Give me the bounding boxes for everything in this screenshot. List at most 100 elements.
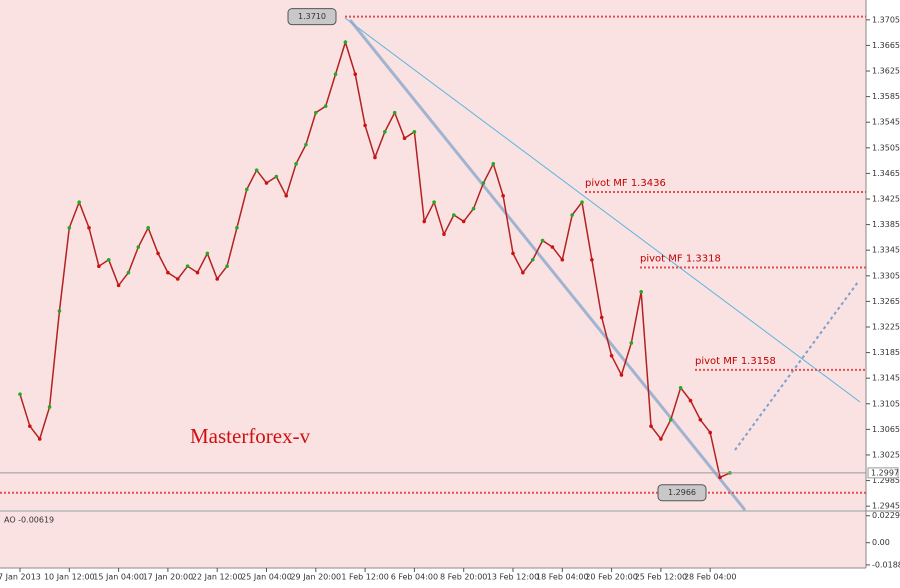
price-point xyxy=(323,104,328,109)
price-point xyxy=(294,162,298,166)
price-point xyxy=(205,251,210,256)
y-tick-label: 1.3505 xyxy=(872,143,900,152)
y-tick-label: 1.3345 xyxy=(872,246,900,255)
price-point xyxy=(156,251,160,256)
pivot-label: pivot MF 1.3158 xyxy=(695,356,776,367)
x-tick-label: 13 Feb 12:00 xyxy=(487,573,539,582)
x-tick-label: 25 Jan 04:00 xyxy=(241,573,292,582)
price-point xyxy=(314,110,318,115)
x-tick-label: 7 Jan 2013 xyxy=(0,573,41,582)
price-point xyxy=(116,283,121,288)
current-price-box xyxy=(867,467,899,479)
price-point xyxy=(471,206,476,211)
y-tick-label: 1.3465 xyxy=(872,169,900,178)
x-tick-label: 28 Feb 04:00 xyxy=(684,573,736,582)
forecast-line xyxy=(734,281,859,451)
price-point xyxy=(521,270,525,275)
price-point xyxy=(540,238,545,243)
price-point xyxy=(718,475,722,480)
price-point xyxy=(629,341,634,345)
price-box xyxy=(287,8,337,26)
price-point xyxy=(649,424,653,428)
y-tick-label: 1.3385 xyxy=(872,220,900,229)
chart-title: Masterforex-v xyxy=(190,424,311,448)
y-tick-label: 1.3065 xyxy=(872,425,900,434)
price-point xyxy=(343,40,348,45)
y-tick-label: 1.3185 xyxy=(872,348,900,357)
y-tick-label: 1.3705 xyxy=(872,15,900,24)
price-point xyxy=(570,213,574,217)
price-point xyxy=(195,270,200,275)
price-point xyxy=(146,226,150,230)
price-point xyxy=(106,257,111,262)
y-tick-label: 1.3225 xyxy=(872,322,900,331)
price-point xyxy=(264,181,269,185)
price-point xyxy=(225,264,229,268)
price-point xyxy=(560,257,565,262)
price-point xyxy=(87,226,91,230)
price-point xyxy=(215,277,219,281)
y-tick-label: 1.3545 xyxy=(872,118,900,127)
indicator-tick-label: -0.01889 xyxy=(872,560,900,569)
price-point xyxy=(678,385,683,390)
price-point xyxy=(333,72,338,77)
plot-area xyxy=(0,0,866,510)
x-tick-label: 10 Jan 12:00 xyxy=(44,573,95,582)
price-point xyxy=(304,142,308,147)
y-tick-label: 1.3425 xyxy=(872,195,900,204)
y-tick-label: 1.3305 xyxy=(872,271,900,280)
indicator-area xyxy=(0,512,866,568)
indicator-tick-label: 0.02293 xyxy=(872,511,900,520)
trend-line xyxy=(348,19,747,511)
trend-line xyxy=(344,17,861,403)
price-point xyxy=(599,315,604,320)
price-point xyxy=(353,72,358,77)
price-point xyxy=(412,130,417,134)
x-tick-label: 22 Jan 12:00 xyxy=(192,573,243,582)
price-point xyxy=(668,417,673,422)
price-point xyxy=(57,309,62,313)
pivot-label: pivot MF 1.3436 xyxy=(585,178,666,189)
price-point xyxy=(511,251,515,256)
x-tick-label: 15 Jan 04:00 xyxy=(93,573,144,582)
price-point xyxy=(501,194,505,198)
price-point xyxy=(530,257,535,262)
y-tick-label: 1.3665 xyxy=(872,41,900,50)
price-box xyxy=(657,484,707,502)
price-point xyxy=(37,437,42,441)
price-point xyxy=(28,424,32,428)
price-point xyxy=(422,219,427,224)
price-point xyxy=(590,257,594,262)
price-point xyxy=(126,270,131,275)
y-tick-label: 1.2985 xyxy=(872,476,900,485)
price-point xyxy=(639,289,643,294)
price-point xyxy=(373,155,377,160)
price-point xyxy=(491,162,496,166)
y-tick-label: 1.3585 xyxy=(872,92,900,101)
current-price-label: 1.2997 xyxy=(871,468,899,477)
price-point xyxy=(47,405,52,409)
price-point xyxy=(185,264,190,268)
price-point xyxy=(402,136,407,141)
y-tick-label: 1.3025 xyxy=(872,450,900,459)
price-point xyxy=(383,130,387,134)
x-tick-label: 6 Feb 04:00 xyxy=(391,573,438,582)
price-point xyxy=(708,430,712,435)
y-tick-label: 1.2945 xyxy=(872,502,900,511)
price-point xyxy=(67,226,72,230)
price-point xyxy=(550,245,555,249)
price-point xyxy=(175,277,180,281)
price-point xyxy=(392,110,397,115)
price-point xyxy=(18,392,22,396)
price-point xyxy=(363,123,367,128)
price-point xyxy=(688,398,693,403)
y-tick-label: 1.3145 xyxy=(872,374,900,383)
price-point xyxy=(97,264,101,268)
price-point xyxy=(284,194,289,198)
x-tick-label: 20 Feb 20:00 xyxy=(585,573,637,582)
price-point xyxy=(481,181,486,185)
price-point xyxy=(136,245,141,249)
price-point xyxy=(461,219,466,224)
pivot-label: pivot MF 1.3318 xyxy=(640,253,721,264)
